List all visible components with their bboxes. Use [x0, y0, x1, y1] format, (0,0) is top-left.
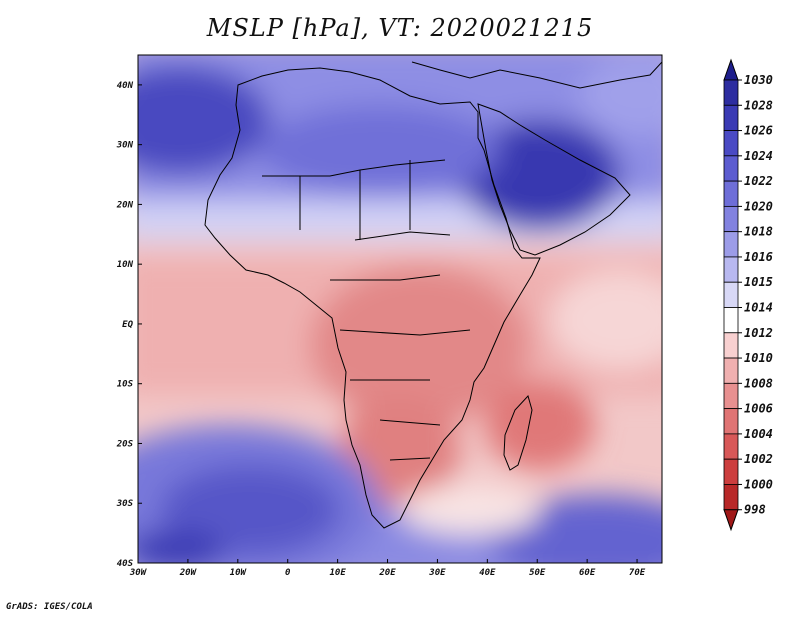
lon-tick-label: 70E [629, 568, 646, 578]
colorbar-label: 1008 [744, 376, 773, 390]
colorbar-label: 1006 [744, 402, 773, 416]
lon-tick-label: 10E [329, 568, 346, 578]
colorbar-swatch [723, 332, 739, 359]
colorbar-label: 1028 [744, 98, 773, 112]
colorbar-swatch [723, 256, 739, 283]
lon-tick-label: 60E [579, 568, 596, 578]
colorbar-label: 1000 [744, 477, 773, 491]
lat-tick-label: 10N [117, 260, 134, 270]
lon-tick-label: 30W [129, 568, 148, 578]
colorbar-label: 1015 [744, 275, 773, 289]
colorbar-swatch [723, 433, 739, 460]
colorbar-swatch [723, 104, 739, 131]
lon-tick-label: 20E [378, 568, 396, 578]
lat-tick-label: 10S [117, 380, 134, 390]
colorbar-swatch [723, 180, 739, 207]
colorbar-swatch [723, 231, 739, 258]
colorbar-label: 1012 [744, 326, 773, 340]
lon-tick-label: 30E [428, 568, 446, 578]
plot-frame [137, 54, 663, 564]
lat-tick-label: 40S [117, 559, 134, 569]
lon-tick-label: 40E [479, 568, 496, 578]
colorbar-label: 1016 [744, 250, 773, 264]
lon-tick-label: 0 [285, 568, 291, 578]
grads-credit: GrADS: IGES/COLA [6, 602, 93, 612]
colorbar-bottom-arrow [723, 509, 739, 532]
lat-tick-label: 20N [116, 200, 134, 210]
colorbar-swatch [723, 458, 739, 485]
lon-tick-label: 10W [230, 568, 248, 578]
colorbar-swatch [723, 130, 739, 157]
colorbar-swatch [723, 357, 739, 384]
lon-tick-label: 50E [529, 568, 546, 578]
colorbar-label: 1018 [744, 225, 773, 239]
colorbar-label: 1026 [744, 124, 773, 138]
lat-tick-label: EQ [122, 320, 133, 330]
colorbar-swatch [723, 79, 739, 106]
colorbar-label: 1022 [744, 174, 773, 188]
colorbar-top-arrow [723, 58, 739, 81]
lon-tick-label: 20W [179, 568, 198, 578]
colorbar-swatch [723, 155, 739, 182]
colorbar-swatch [723, 281, 739, 308]
colorbar-swatch [723, 382, 739, 410]
coastlines [204, 61, 662, 529]
pressure-field [138, 55, 662, 563]
colorbar-label: 1020 [744, 199, 773, 213]
colorbar-label: 1010 [744, 351, 773, 365]
colorbar-swatch [723, 205, 739, 233]
lat-tick-label: 30S [116, 499, 134, 509]
colorbar-label: 1002 [744, 452, 773, 466]
colorbar-label: 1024 [744, 149, 773, 163]
map-title: MSLP [hPa], VT: 2020021215 [206, 14, 594, 42]
colorbar-swatch [723, 408, 739, 435]
lat-tick-label: 40N [117, 81, 134, 91]
colorbar-label: 1030 [744, 73, 773, 87]
colorbar-label: 1014 [744, 301, 773, 315]
lat-tick-label: 30N [116, 141, 134, 151]
colorbar-swatch [723, 307, 739, 334]
colorbar-swatch [723, 484, 739, 511]
colorbar-label: 998 [744, 503, 766, 517]
lat-tick-label: 20S [116, 439, 134, 449]
axis-ticks: 30W 20W 10W 0 10E 20E 30E 40E 50E 60E 70E 40N 30N 20N… [116, 81, 646, 578]
colorbar-label: 1004 [744, 427, 773, 441]
colorbar: 1030 1028 1026 1024 1022 1020 1018 1016 1015 1014… [723, 58, 773, 532]
